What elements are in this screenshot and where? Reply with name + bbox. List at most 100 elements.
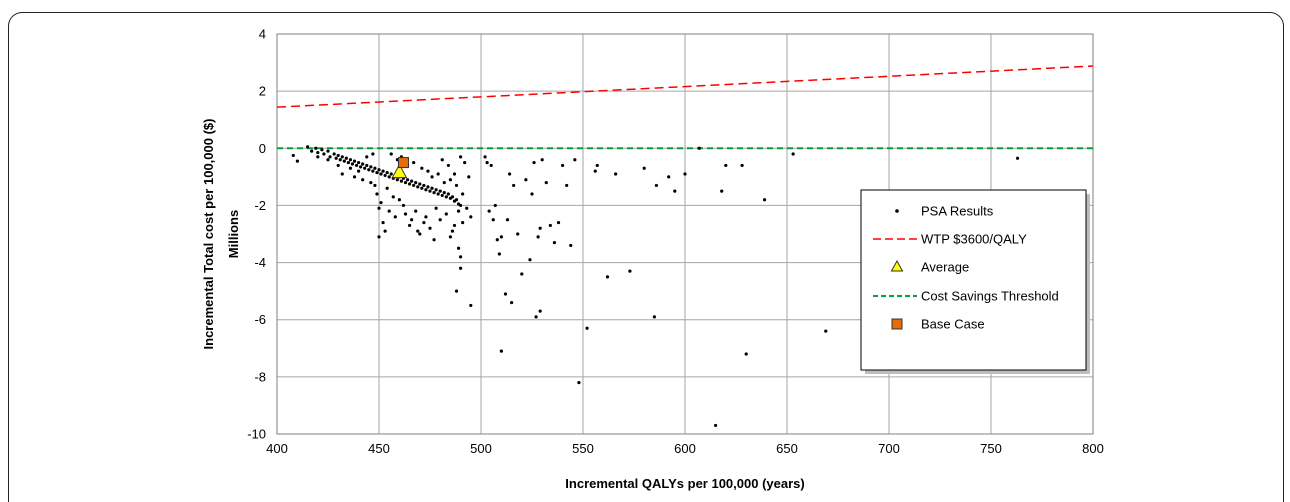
psa-point <box>683 172 687 176</box>
psa-point <box>538 309 542 313</box>
psa-point <box>361 162 365 166</box>
psa-point <box>593 169 597 173</box>
psa-point <box>326 158 330 162</box>
psa-point <box>461 220 465 225</box>
psa-point <box>340 155 344 159</box>
x-tick-label: 750 <box>980 441 1002 456</box>
psa-point <box>373 183 377 188</box>
psa-point <box>456 209 461 213</box>
psa-point <box>442 180 446 185</box>
psa-point <box>499 235 503 239</box>
psa-point <box>740 163 744 168</box>
psa-point <box>446 192 450 196</box>
psa-point <box>448 178 452 182</box>
psa-point <box>424 215 428 219</box>
psa-point <box>422 183 426 188</box>
psa-point <box>532 160 536 165</box>
psa-point <box>561 163 565 168</box>
psa-point <box>456 246 461 250</box>
psa-point <box>354 163 359 168</box>
series-lines <box>276 65 1094 150</box>
psa-point <box>438 189 442 193</box>
psa-point <box>387 175 391 179</box>
psa-point <box>389 172 393 176</box>
psa-point <box>428 189 432 193</box>
psa-point <box>465 206 469 210</box>
psa-point <box>430 186 434 190</box>
psa-point <box>459 155 463 159</box>
psa-point <box>403 212 408 216</box>
psa-point <box>332 152 336 156</box>
psa-point <box>416 229 420 233</box>
psa-point <box>405 178 410 182</box>
psa-point <box>369 165 373 169</box>
special-markers <box>391 157 409 179</box>
average-marker <box>391 163 408 179</box>
y-tick-label: 0 <box>259 141 266 156</box>
psa-point <box>497 252 501 256</box>
psa-point <box>342 159 346 163</box>
psa-point <box>450 195 455 199</box>
psa-point <box>720 189 724 193</box>
x-tick-label: 400 <box>266 441 288 456</box>
psa-point <box>483 155 487 159</box>
psa-point <box>340 172 344 176</box>
psa-point <box>1015 156 1020 160</box>
wtp-line <box>276 65 1094 108</box>
psa-point <box>334 156 338 160</box>
psa-point <box>359 165 363 169</box>
legend-label: WTP $3600/QALY <box>921 232 1027 247</box>
psa-point <box>383 229 387 233</box>
psa-point <box>459 255 463 259</box>
chart: -10 -8 -6 -4 -2 0 2 4 400 450 500 550 600 650 700 750 8… <box>201 27 1104 492</box>
x-tick-label: 600 <box>674 441 696 456</box>
psa-point <box>348 166 353 170</box>
psa-point <box>410 179 414 183</box>
psa-point <box>377 206 381 210</box>
psa-point <box>373 166 377 170</box>
psa-point <box>436 192 440 196</box>
psa-point <box>422 220 426 225</box>
psa-point <box>328 155 332 159</box>
psa-point <box>642 166 646 170</box>
psa-point <box>534 315 538 319</box>
psa-point <box>505 218 510 222</box>
psa-point <box>369 180 373 185</box>
psa-point <box>395 178 399 182</box>
psa-point <box>420 186 424 190</box>
psa-point <box>375 192 379 196</box>
psa-point <box>414 180 418 185</box>
psa-point <box>516 232 520 236</box>
psa-point <box>459 203 463 208</box>
psa-point <box>426 185 430 189</box>
psa-point <box>310 149 314 153</box>
psa-point <box>495 238 499 242</box>
psa-point <box>440 193 444 198</box>
x-tick-label: 650 <box>776 441 798 456</box>
psa-point <box>762 198 767 202</box>
psa-point <box>385 170 389 175</box>
psa-point <box>595 163 599 168</box>
plot-area-border <box>276 33 1094 435</box>
psa-point <box>487 209 491 213</box>
psa-point <box>291 153 295 158</box>
psa-point <box>357 160 361 165</box>
psa-point <box>444 195 448 199</box>
psa-point <box>673 189 677 193</box>
legend: PSA Results WTP $3600/QALY Average Cost Sav… <box>860 189 1090 374</box>
psa-point <box>434 206 438 210</box>
psa-point <box>440 158 444 162</box>
psa-point <box>493 203 497 208</box>
psa-point <box>454 289 459 293</box>
psa-point <box>336 153 340 158</box>
y-tick-label: -2 <box>254 198 266 213</box>
psa-point <box>628 269 632 273</box>
x-tick-label: 700 <box>878 441 900 456</box>
psa-point <box>448 235 452 239</box>
psa-point <box>824 329 828 333</box>
psa-point <box>322 152 326 156</box>
psa-point <box>408 182 412 186</box>
psa-point <box>338 158 342 162</box>
psa-point <box>363 166 367 170</box>
psa-point <box>357 169 361 173</box>
